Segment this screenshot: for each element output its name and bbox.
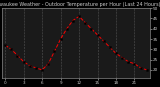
Title: Milwaukee Weather - Outdoor Temperature per Hour (Last 24 Hours): Milwaukee Weather - Outdoor Temperature … — [0, 2, 160, 7]
